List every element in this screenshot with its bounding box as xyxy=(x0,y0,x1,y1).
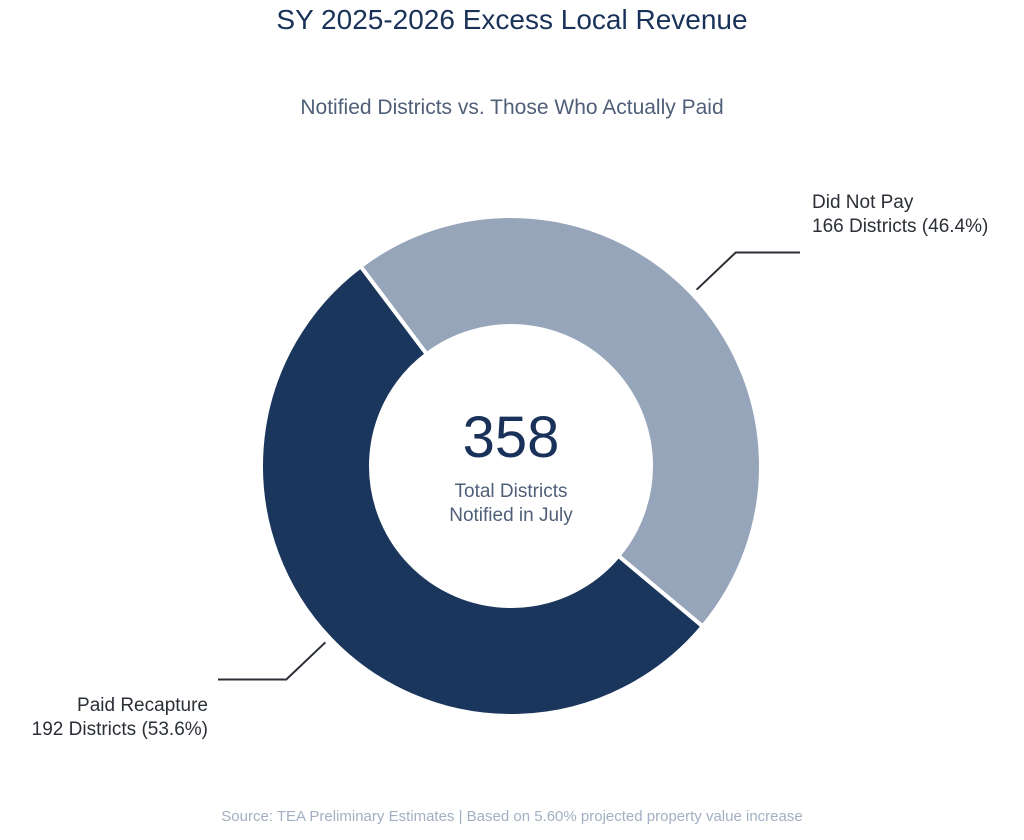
center-total-value: 358 xyxy=(463,405,560,470)
slice-label-name-did-not-pay: Did Not Pay xyxy=(812,192,914,213)
slices-group xyxy=(259,214,763,718)
slice-label-value-paid-recapture: 192 Districts (53.6%) xyxy=(32,719,208,740)
slice-did-not-pay xyxy=(357,214,763,630)
leader-lines xyxy=(218,251,800,681)
chart-title: SY 2025-2026 Excess Local Revenue xyxy=(276,4,748,35)
leader-line-paid-recapture xyxy=(218,641,327,681)
center-label-line1: Total Districts xyxy=(455,481,568,502)
source-note: Source: TEA Preliminary Estimates | Base… xyxy=(221,808,803,825)
slice-label-value-did-not-pay: 166 Districts (46.4%) xyxy=(812,216,988,237)
slice-paid-recapture xyxy=(259,263,706,718)
center-label-line2: Notified in July xyxy=(449,505,573,526)
chart-subtitle: Notified Districts vs. Those Who Actuall… xyxy=(300,96,724,119)
slice-label-name-paid-recapture: Paid Recapture xyxy=(77,695,208,716)
leader-line-did-not-pay xyxy=(695,251,800,291)
